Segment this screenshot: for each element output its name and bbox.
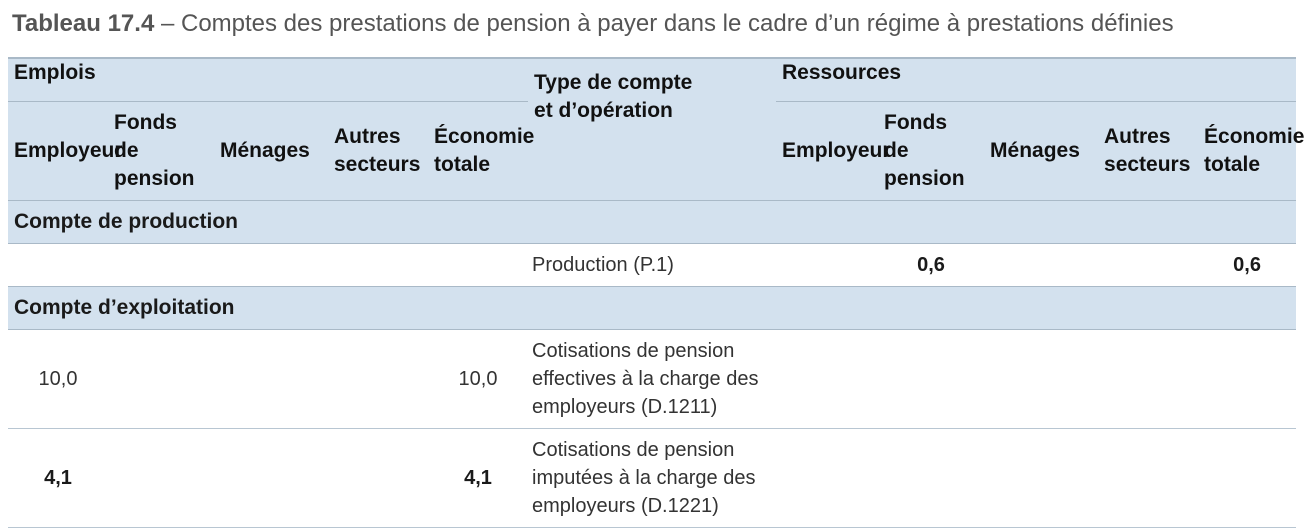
resources-col-header: Autres secteurs xyxy=(1098,102,1198,201)
table-cell: 4,1 xyxy=(8,428,108,528)
table-cell xyxy=(1098,329,1199,429)
col-label: Ménages xyxy=(990,139,1080,162)
table-cell xyxy=(428,243,529,287)
table-header: Emplois Type de compte et d’opération Re… xyxy=(8,57,1305,201)
col-label: Fonds de pension xyxy=(884,111,965,190)
table-cell xyxy=(878,329,985,429)
table-cell xyxy=(214,428,328,528)
resources-col-header: Économie totale xyxy=(1198,102,1305,201)
resources-col-header: Employeur xyxy=(776,102,891,201)
table-cell xyxy=(214,329,328,429)
table-cell xyxy=(1198,428,1297,528)
type-header: Type de compte et d’opération xyxy=(528,57,777,201)
col-label: Employeur xyxy=(782,139,891,162)
table-cell xyxy=(776,243,879,287)
table-cell: 4,1 xyxy=(428,428,529,528)
table-cell xyxy=(776,329,879,429)
table-cell xyxy=(776,428,879,528)
col-label: Ménages xyxy=(220,139,310,162)
resources-col-header: Ménages xyxy=(984,102,1098,201)
section-header-exploitation: Compte d’exploitation xyxy=(8,286,1297,330)
resources-group-header: Ressources xyxy=(776,57,1297,102)
uses-group-label: Emplois xyxy=(14,61,96,84)
table-cell xyxy=(328,428,428,528)
table-cell xyxy=(108,243,214,287)
col-label: Fonds de pension xyxy=(114,111,195,190)
pension-accounts-table: Emplois Type de compte et d’opération Re… xyxy=(8,57,1305,528)
table-row: 10,0 10,0 Cotisations de pension effecti… xyxy=(8,329,1297,429)
section-title: Compte d’exploitation xyxy=(8,286,1297,330)
table-cell xyxy=(984,428,1099,528)
table-cell xyxy=(984,329,1099,429)
table-cell xyxy=(108,329,214,429)
table-cell xyxy=(214,243,328,287)
uses-col-header: Employeur xyxy=(8,102,123,201)
table-cell xyxy=(1098,428,1199,528)
section-title: Compte de production xyxy=(8,200,1297,244)
resources-col-header: Fonds de pension xyxy=(878,102,984,201)
table-cell: 0,6 xyxy=(1198,243,1297,287)
table-row: 4,1 4,1 Cotisations de pension imputées … xyxy=(8,428,1297,528)
table-cell: 10,0 xyxy=(428,329,529,429)
table-row: Production (P.1) 0,6 0,6 xyxy=(8,243,1297,287)
table-cell xyxy=(108,428,214,528)
uses-group-header: Emplois xyxy=(8,57,529,102)
table-cell xyxy=(1098,243,1199,287)
uses-col-header: Fonds de pension xyxy=(108,102,214,201)
table-cell: 0,6 xyxy=(878,243,985,287)
table-cell: 10,0 xyxy=(8,329,108,429)
row-label: Production (P.1) xyxy=(528,243,777,287)
table-caption: Tableau 17.4 – Comptes des prestations d… xyxy=(12,10,1174,38)
table-cell xyxy=(8,243,108,287)
table-cell xyxy=(1198,329,1297,429)
table-caption-title: – Comptes des prestations de pension à p… xyxy=(154,10,1174,37)
table-cell xyxy=(328,243,428,287)
uses-col-header: Ménages xyxy=(214,102,328,201)
col-label: Économie totale xyxy=(1204,125,1305,176)
uses-col-header: Autres secteurs xyxy=(328,102,428,201)
col-label: Employeur xyxy=(14,139,123,162)
row-label: Cotisations de pension effectives à la c… xyxy=(528,329,777,429)
row-label: Cotisations de pension imputées à la cha… xyxy=(528,428,777,528)
col-label: Économie totale xyxy=(434,125,535,176)
col-label: Autres secteurs xyxy=(334,125,421,176)
table-cell xyxy=(878,428,985,528)
type-header-label: Type de compte et d’opération xyxy=(534,71,693,122)
resources-group-label: Ressources xyxy=(782,61,902,84)
table-caption-number: Tableau 17.4 xyxy=(12,10,155,37)
uses-col-header: Économie totale xyxy=(428,102,535,201)
col-label: Autres secteurs xyxy=(1104,125,1191,176)
section-header-production: Compte de production xyxy=(8,200,1297,244)
table-cell xyxy=(328,329,428,429)
table-cell xyxy=(984,243,1099,287)
